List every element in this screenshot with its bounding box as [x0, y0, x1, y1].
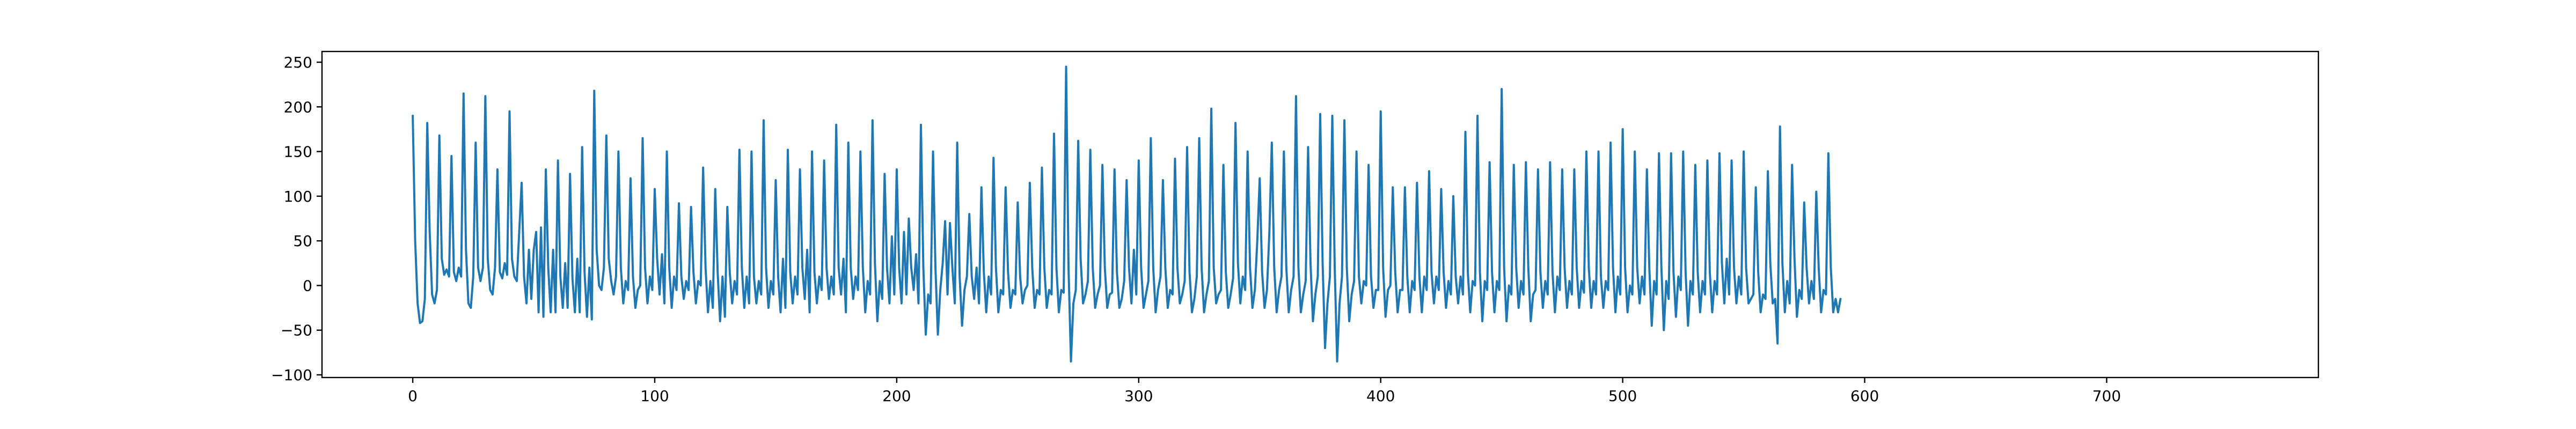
series-line-1: [412, 65, 1842, 363]
y-tick-label: 200: [284, 98, 312, 116]
x-tick-label: 100: [640, 387, 669, 405]
x-tick-label: 300: [1124, 387, 1153, 405]
x-tick-label: 700: [2092, 387, 2121, 405]
y-tick-label: −50: [281, 322, 312, 339]
x-tick-label: 0: [408, 387, 418, 405]
y-tick-label: 250: [284, 54, 312, 71]
y-tick-label: 0: [303, 277, 312, 294]
x-tick-label: 500: [1608, 387, 1637, 405]
y-tick-label: 150: [284, 143, 312, 161]
x-tick-label: 200: [882, 387, 911, 405]
plot-area: [412, 65, 1842, 363]
x-tick-label: 400: [1366, 387, 1395, 405]
y-tick-label: −100: [271, 366, 312, 384]
axes: 0 100 200 300 400 500 600 700 −100 −50 0 50 100 150 20…: [271, 50, 2319, 405]
y-tick-label: 100: [284, 188, 312, 205]
axes-frame: [321, 50, 2319, 379]
y-tick-label: 50: [293, 232, 312, 250]
x-tick-label: 600: [1850, 387, 1879, 405]
